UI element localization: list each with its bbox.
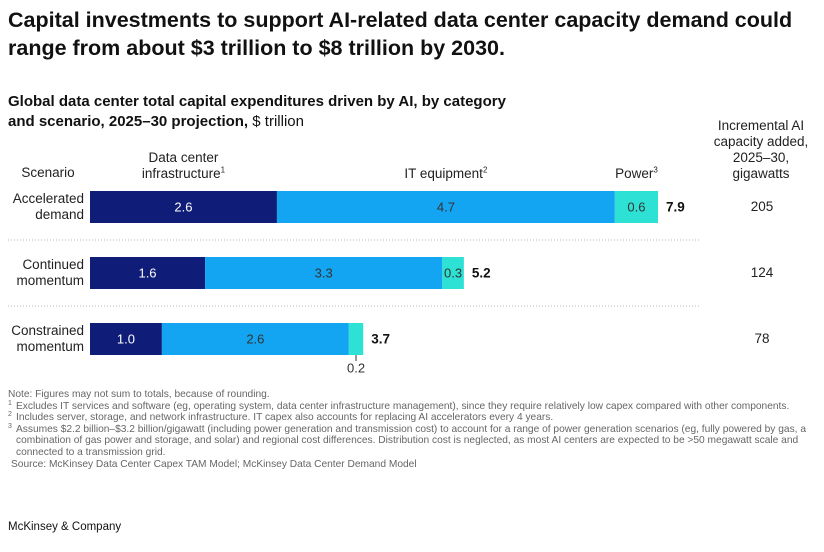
legend-note: 2 bbox=[482, 165, 488, 175]
value-label: 0.6 bbox=[627, 199, 645, 214]
value-label: 1.6 bbox=[138, 265, 156, 280]
value-label: 4.7 bbox=[437, 199, 455, 214]
value-label: 0.2 bbox=[347, 360, 365, 375]
capacity-header: Incremental AI capacity added, 2025–30, … bbox=[713, 118, 809, 181]
legend-label: Power bbox=[615, 166, 654, 181]
footnote-text: Excludes IT services and software (eg, o… bbox=[16, 400, 790, 412]
legend-item: IT equipment2 bbox=[391, 166, 501, 182]
subtitle: Global data center total capital expendi… bbox=[8, 92, 508, 132]
bar-segment bbox=[442, 257, 464, 289]
legend-note: 1 bbox=[220, 165, 226, 175]
bar-segment bbox=[205, 257, 443, 289]
capacity-value: 205 bbox=[750, 199, 774, 214]
bar-segment bbox=[90, 191, 277, 223]
category-label: Constrained momentum bbox=[11, 323, 84, 354]
source: Source: McKinsey Data Center Capex TAM M… bbox=[11, 458, 417, 470]
title: Capital investments to support AI-relate… bbox=[8, 8, 793, 60]
footnote: 3 Assumes $2.2 billion–$3.2 billion/gigaw… bbox=[8, 422, 806, 458]
subtitle-text: Global data center total capital expendi… bbox=[8, 93, 506, 130]
footnote: 2 Includes server, storage, and network i… bbox=[8, 411, 554, 424]
brand: McKinsey & Company bbox=[8, 521, 122, 533]
legend-item: Data center infrastructure1 bbox=[118, 150, 248, 182]
total-label: 3.7 bbox=[371, 332, 390, 347]
bar-segment bbox=[276, 191, 615, 223]
value-label: 1.0 bbox=[117, 331, 135, 346]
footnote-text: Assumes $2.2 billion–$3.2 billion/gigawa… bbox=[16, 423, 806, 458]
category-label: Continued momentum bbox=[16, 257, 84, 288]
bar-segment bbox=[90, 323, 162, 355]
footnote: 1 Excludes IT services and software (eg, … bbox=[8, 399, 790, 412]
bar-segment bbox=[161, 323, 349, 355]
note: Note: Figures may not sum to totals, bec… bbox=[8, 389, 270, 400]
bar-segment bbox=[614, 191, 658, 223]
value-label: 3.3 bbox=[315, 265, 333, 280]
unit: $ trillion bbox=[252, 113, 304, 130]
notes: Note: Figures may not sum to totals, bec… bbox=[8, 389, 808, 470]
legend-label: Data center infrastructure bbox=[141, 150, 221, 181]
total-label: 7.9 bbox=[666, 200, 685, 215]
bar-segment bbox=[90, 257, 206, 289]
legend-item: Power3 bbox=[581, 166, 691, 182]
footnote-text: Includes server, storage, and network in… bbox=[16, 412, 554, 424]
category-label: Accelerated demand bbox=[12, 191, 84, 222]
value-label: 2.6 bbox=[246, 331, 264, 346]
legend-note: 3 bbox=[653, 165, 658, 175]
total-label: 5.2 bbox=[472, 266, 491, 281]
bar-segment bbox=[348, 323, 364, 355]
capacity-value: 78 bbox=[754, 331, 770, 346]
value-label: 0.3 bbox=[444, 265, 462, 280]
capacity-value: 124 bbox=[750, 265, 774, 280]
legend-label: IT equipment bbox=[404, 166, 483, 181]
value-label: 2.6 bbox=[174, 199, 192, 214]
category-header: Scenario bbox=[21, 165, 75, 180]
